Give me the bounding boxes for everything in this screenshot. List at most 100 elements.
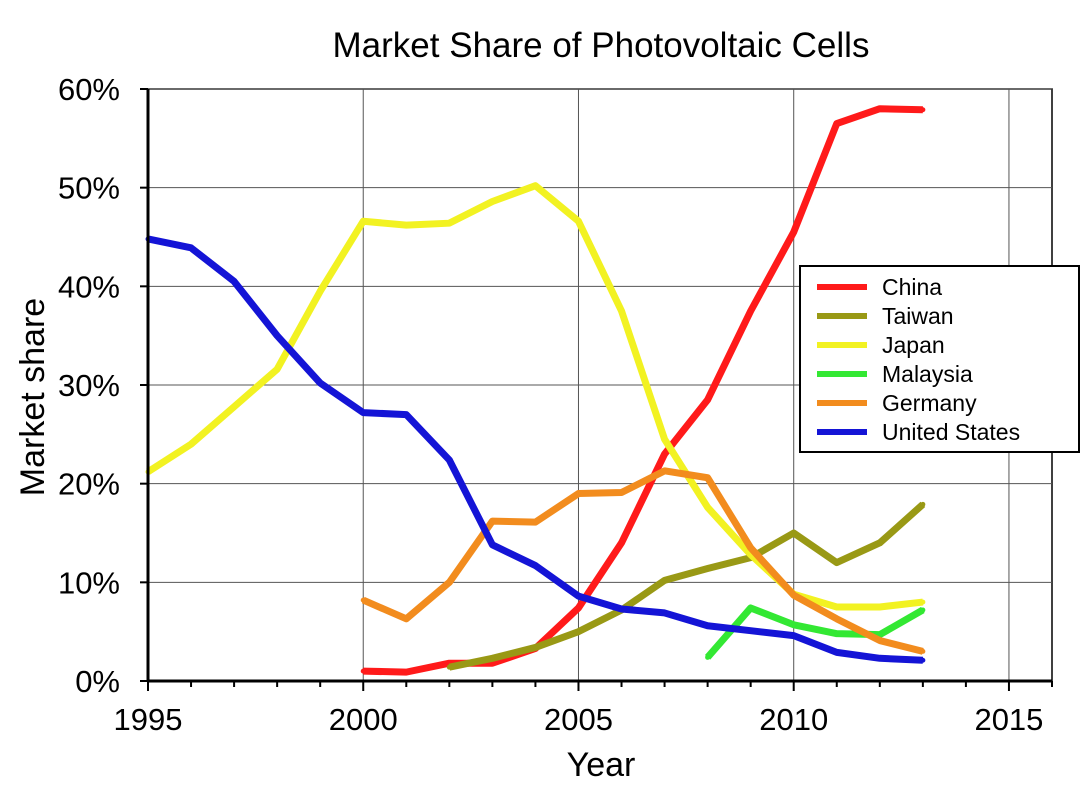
data-point-germany-2010: [791, 592, 797, 598]
data-point-japan-2000: [360, 218, 366, 224]
data-point-taiwan-2004: [532, 644, 538, 650]
legend-box: [799, 265, 1080, 453]
data-point-united-states-1997: [231, 278, 237, 284]
data-point-germany-2007: [662, 468, 668, 474]
data-point-united-states-2005: [575, 593, 581, 599]
data-point-taiwan-2012: [877, 540, 883, 546]
y-tick-label-40: 40%: [58, 269, 120, 304]
data-point-china-2001: [403, 669, 409, 675]
data-point-united-states-1996: [188, 245, 194, 251]
data-point-united-states-2000: [360, 410, 366, 416]
data-point-taiwan-2010: [791, 530, 797, 536]
legend-label-china: China: [882, 274, 942, 300]
data-point-japan-2001: [403, 222, 409, 228]
data-point-japan-2007: [662, 436, 668, 442]
legend-label-germany: Germany: [882, 390, 977, 416]
data-point-germany-2004: [532, 519, 538, 525]
data-point-united-states-2011: [834, 649, 840, 655]
data-point-japan-2004: [532, 183, 538, 189]
y-axis-title: Market share: [14, 298, 52, 496]
data-point-japan-2012: [877, 604, 883, 610]
data-point-china-2000: [360, 668, 366, 674]
x-tick-label-2010: 2010: [759, 702, 828, 737]
y-ticks: 0% 10% 20% 30% 40% 50% 60%: [58, 72, 148, 699]
data-point-japan-2002: [446, 220, 452, 226]
data-point-taiwan-2007: [662, 577, 668, 583]
data-point-germany-2006: [619, 490, 625, 496]
legend: China Taiwan Japan Malaysia Germany United St…: [799, 265, 1080, 453]
data-point-united-states-2004: [532, 563, 538, 569]
data-point-japan-2005: [575, 218, 581, 224]
data-point-japan-2008: [705, 504, 711, 510]
data-point-malaysia-2010: [791, 622, 797, 628]
x-axis-title: Year: [567, 746, 636, 784]
data-point-taiwan-2013: [920, 501, 926, 507]
y-tick-label-60: 60%: [58, 72, 120, 107]
data-point-germany-2005: [575, 491, 581, 497]
data-point-united-states-2013: [920, 657, 926, 663]
data-point-united-states-2006: [619, 606, 625, 612]
data-point-china-2009: [748, 308, 754, 314]
data-point-germany-2002: [446, 579, 452, 585]
legend-label-taiwan: Taiwan: [882, 303, 954, 329]
data-point-china-2008: [705, 397, 711, 403]
series-line-taiwan: [448, 501, 926, 671]
data-point-japan-1999: [317, 288, 323, 294]
legend-label-malaysia: Malaysia: [882, 361, 973, 387]
data-point-japan-2006: [619, 308, 625, 314]
data-point-germany-2001: [403, 616, 409, 622]
chart-title: Market Share of Photovoltaic Cells: [333, 26, 870, 65]
y-tick-label-10: 10%: [58, 565, 120, 600]
data-point-germany-2000: [360, 597, 366, 603]
data-point-japan-1997: [231, 404, 237, 410]
y-tick-label-20: 20%: [58, 467, 120, 502]
data-point-germany-2012: [877, 638, 883, 644]
data-point-malaysia-2009: [748, 605, 754, 611]
data-point-japan-2013: [920, 599, 926, 605]
series-line-germany: [361, 467, 924, 655]
x-tick-label-1995: 1995: [114, 702, 183, 737]
data-point-taiwan-2002: [446, 664, 452, 670]
data-point-united-states-1998: [274, 333, 280, 339]
data-point-china-2005: [575, 605, 581, 611]
y-tick-label-0: 0%: [75, 664, 120, 699]
data-point-malaysia-2011: [834, 631, 840, 637]
data-point-taiwan-2005: [575, 629, 581, 635]
y-tick-label-50: 50%: [58, 171, 120, 206]
data-point-united-states-2008: [705, 623, 711, 629]
data-point-taiwan-2008: [705, 566, 711, 572]
data-point-united-states-2010: [791, 633, 797, 639]
series-group: [145, 105, 926, 676]
y-tick-label-30: 30%: [58, 368, 120, 403]
data-point-japan-2003: [489, 198, 495, 204]
data-point-malaysia-2012: [877, 632, 883, 638]
data-point-japan-2011: [834, 604, 840, 610]
data-point-germany-2013: [920, 648, 926, 654]
legend-label-japan: Japan: [882, 332, 945, 358]
data-point-china-2006: [619, 540, 625, 546]
data-point-united-states-1999: [317, 380, 323, 386]
data-point-china-2010: [791, 229, 797, 235]
series-line-malaysia: [704, 604, 925, 660]
data-point-taiwan-2003: [489, 655, 495, 661]
data-point-united-states-2012: [877, 655, 883, 661]
data-point-germany-2011: [834, 616, 840, 622]
data-point-united-states-2007: [662, 610, 668, 616]
data-point-germany-2009: [748, 545, 754, 551]
x-tick-label-2015: 2015: [974, 702, 1043, 737]
data-point-malaysia-2008: [705, 654, 711, 660]
data-point-taiwan-2011: [834, 560, 840, 566]
data-point-united-states-2001: [403, 412, 409, 418]
data-point-china-2007: [662, 451, 668, 457]
data-point-germany-2003: [489, 518, 495, 524]
data-point-japan-1996: [188, 441, 194, 447]
data-point-united-states-2002: [446, 457, 452, 463]
x-tick-label-2005: 2005: [544, 702, 613, 737]
x-ticks: 1995 2000 2005 2010 2015: [114, 681, 1053, 737]
legend-label-united-states: United States: [882, 419, 1020, 445]
data-point-germany-2008: [705, 475, 711, 481]
x-tick-label-2000: 2000: [329, 702, 398, 737]
data-point-china-2013: [920, 107, 926, 113]
data-point-japan-1998: [274, 366, 280, 372]
